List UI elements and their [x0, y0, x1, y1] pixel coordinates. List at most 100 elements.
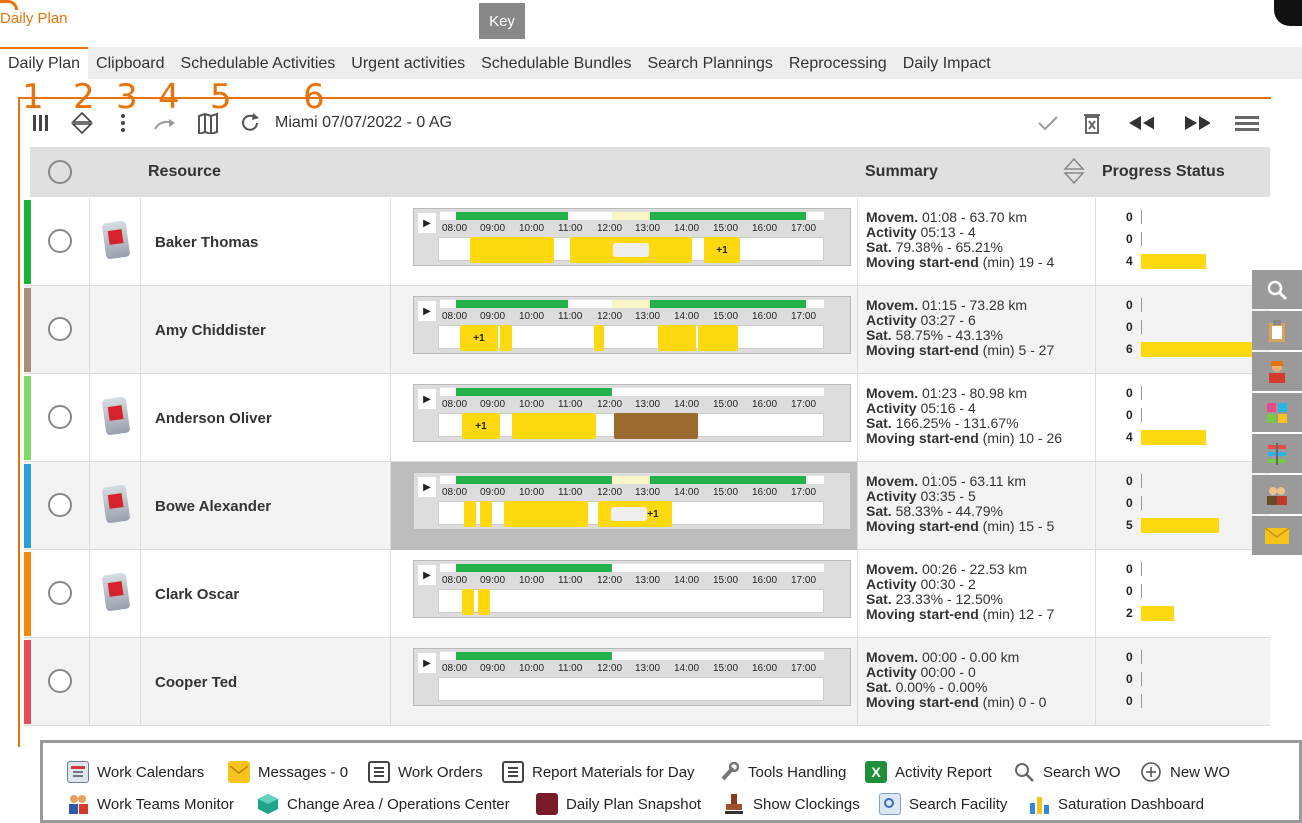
tab-search-plannings[interactable]: Search Plannings — [647, 55, 773, 72]
row-select-radio[interactable] — [48, 669, 72, 693]
refresh-icon[interactable] — [237, 110, 263, 136]
footer-daily-plan-snapshot[interactable]: Daily Plan Snapshot — [536, 793, 701, 815]
activity-block[interactable] — [504, 501, 588, 527]
more-icon[interactable] — [110, 110, 136, 136]
map-icon[interactable] — [195, 110, 221, 136]
activity-block[interactable] — [462, 589, 474, 615]
resource-name[interactable]: Anderson Oliver — [155, 410, 272, 427]
delete-icon[interactable] — [1079, 110, 1105, 136]
footer-label: Saturation Dashboard — [1058, 795, 1204, 813]
footer-work-calendars[interactable]: Work Calendars — [67, 761, 204, 783]
table-row[interactable]: Cooper Ted ▶ 08:00 09:00 10:00 11:00 12:00 13:0… — [24, 638, 1270, 726]
footer-new-wo[interactable]: New WO — [1140, 761, 1230, 783]
resource-name[interactable]: Baker Thomas — [155, 234, 259, 251]
tab-clipboard[interactable]: Clipboard — [96, 55, 165, 72]
tab-daily-impact[interactable]: Daily Impact — [902, 55, 991, 72]
tab-schedulable-bundles[interactable]: Schedulable Bundles — [481, 55, 632, 72]
hour-label: 17:00 — [791, 487, 817, 498]
activity-block[interactable]: +1 — [460, 325, 498, 351]
footer-change-area[interactable]: Change Area / Operations Center — [257, 793, 510, 815]
progress-tick — [1141, 232, 1142, 246]
resource-color-bar — [24, 200, 31, 284]
fast-forward-icon[interactable] — [1184, 110, 1210, 136]
tab-bar: Daily Plan Clipboard Schedulable Activit… — [0, 47, 1302, 79]
activity-block[interactable] — [614, 413, 698, 439]
worker-icon[interactable] — [1252, 352, 1302, 391]
columns-icon[interactable] — [28, 110, 54, 136]
col-summary[interactable]: Summary — [865, 163, 938, 180]
key-button[interactable]: Key — [479, 3, 525, 39]
progress-tick — [1141, 584, 1142, 598]
activity-block[interactable] — [478, 589, 490, 615]
redo-icon[interactable] — [152, 110, 178, 136]
cube-icon — [257, 793, 279, 815]
hour-label: 13:00 — [635, 223, 661, 234]
progress-tick — [1141, 474, 1142, 488]
search-icon[interactable] — [1252, 270, 1302, 309]
col-resource[interactable]: Resource — [148, 163, 221, 180]
expand-play-icon[interactable]: ▶ — [418, 565, 436, 585]
activity-block[interactable]: +1 — [462, 413, 500, 439]
row-select-radio[interactable] — [48, 229, 72, 253]
sort-icon[interactable] — [69, 110, 95, 136]
grid-header: Resource Summary Progress Status — [30, 147, 1270, 197]
confirm-icon[interactable] — [1035, 110, 1061, 136]
footer-report-materials[interactable]: Report Materials for Day — [502, 761, 695, 783]
footer-tools-handling[interactable]: Tools Handling — [718, 761, 846, 783]
puzzle-icon[interactable] — [1252, 393, 1302, 432]
footer-label: Tools Handling — [748, 763, 847, 781]
rewind-icon[interactable] — [1128, 110, 1154, 136]
footer-activity-report[interactable]: X Activity Report — [865, 761, 992, 783]
activity-block[interactable] — [464, 501, 476, 527]
summary-sort-icon[interactable] — [1063, 157, 1085, 185]
row-select-radio[interactable] — [48, 317, 72, 341]
footer-search-wo[interactable]: Search WO — [1013, 761, 1121, 783]
row-select-radio[interactable] — [48, 493, 72, 517]
row-select-radio[interactable] — [48, 405, 72, 429]
tab-reprocessing[interactable]: Reprocessing — [788, 55, 887, 72]
users-icon[interactable] — [1252, 475, 1302, 514]
footer-saturation-dashboard[interactable]: Saturation Dashboard — [1028, 793, 1204, 815]
activity-block[interactable] — [470, 237, 554, 263]
menu-icon[interactable] — [1234, 110, 1260, 136]
expand-play-icon[interactable]: ▶ — [418, 653, 436, 673]
hour-label: 15:00 — [713, 223, 739, 234]
table-row[interactable]: Baker Thomas ▶ 08:00 09:00 10:00 11:00 12:00 13… — [24, 198, 1270, 286]
table-row[interactable]: Anderson Oliver ▶ 08:00 09:00 10:00 11:00 12:0… — [24, 374, 1270, 462]
tab-schedulable-activities[interactable]: Schedulable Activities — [180, 55, 336, 72]
expand-play-icon[interactable]: ▶ — [418, 389, 436, 409]
expand-play-icon[interactable]: ▶ — [418, 213, 436, 233]
expand-play-icon[interactable]: ▶ — [418, 477, 436, 497]
activity-block[interactable] — [570, 237, 692, 263]
footer-work-teams-monitor[interactable]: Work Teams Monitor — [67, 793, 234, 815]
activity-block[interactable] — [500, 325, 512, 351]
footer-messages[interactable]: Messages - 0 — [228, 761, 348, 783]
footer-search-facility[interactable]: Search Facility — [879, 793, 1007, 815]
resource-name[interactable]: Amy Chiddister — [155, 322, 266, 339]
resource-name[interactable]: Clark Oscar — [155, 586, 240, 603]
footer-work-orders[interactable]: Work Orders — [368, 761, 483, 783]
activity-block[interactable] — [698, 325, 738, 351]
clipboard-icon[interactable] — [1252, 311, 1302, 350]
activity-block[interactable]: +1 — [598, 501, 672, 527]
activity-block[interactable]: +1 — [704, 237, 740, 263]
planner-icon[interactable] — [1252, 434, 1302, 473]
expand-play-icon[interactable]: ▶ — [418, 301, 436, 321]
select-all-radio[interactable] — [48, 160, 72, 184]
footer-show-clockings[interactable]: Show Clockings — [723, 793, 860, 815]
device-cell — [89, 198, 141, 286]
resource-name[interactable]: Bowe Alexander — [155, 498, 272, 515]
row-select-radio[interactable] — [48, 581, 72, 605]
table-row[interactable]: Clark Oscar ▶ 08:00 09:00 10:00 11:00 12:00 13:… — [24, 550, 1270, 638]
table-row[interactable]: Bowe Alexander ▶ 08:00 09:00 10:00 11:00 12:00… — [24, 462, 1270, 550]
tab-daily-plan[interactable]: Daily Plan — [0, 47, 89, 79]
activity-block[interactable] — [480, 501, 492, 527]
mail-icon[interactable] — [1252, 516, 1302, 555]
activity-block[interactable] — [512, 413, 596, 439]
activity-block[interactable] — [658, 325, 696, 351]
resource-name[interactable]: Cooper Ted — [155, 674, 238, 691]
tab-urgent-activities[interactable]: Urgent activities — [351, 55, 466, 72]
col-progress-status[interactable]: Progress Status — [1102, 163, 1225, 180]
table-row[interactable]: Amy Chiddister ▶ 08:00 09:00 10:00 11:00 12:00… — [24, 286, 1270, 374]
activity-block[interactable] — [594, 325, 604, 351]
